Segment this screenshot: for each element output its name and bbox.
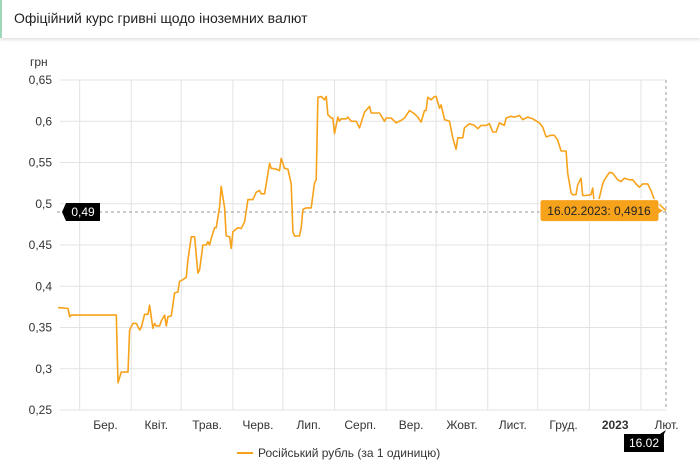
y-tick-label: 0,5 <box>35 197 52 211</box>
legend-swatch <box>237 452 253 454</box>
x-tick-label: Трав. <box>192 418 222 432</box>
x-tick-label: Лист. <box>499 418 527 432</box>
x-tick-label: Вер. <box>399 418 424 432</box>
y-axis: 0,25 0,3 0,35 0,4 0,45 0,5 0,55 0,6 0,65 <box>29 73 53 417</box>
x-tick-label: Груд. <box>549 418 577 432</box>
crosshair-y-label-bg <box>62 203 100 221</box>
x-tick-label: Лип. <box>296 418 320 432</box>
crosshair-x-label: 16.02 <box>629 436 659 450</box>
grid <box>60 79 666 411</box>
x-tick-label: Бер. <box>93 418 118 432</box>
legend-label: Російський рубль (за 1 одиницю) <box>258 446 441 460</box>
y-tick-label: 0,55 <box>29 156 53 170</box>
x-tick-label: Лют. <box>654 418 678 432</box>
series-line-rub[interactable] <box>58 95 667 384</box>
overlay: 0,49 16.02 16.02.2023: 0,4916 <box>62 199 666 452</box>
y-tick-label: 0,6 <box>35 114 52 128</box>
legend-item-rub[interactable]: Російський рубль (за 1 одиницю) <box>237 446 440 460</box>
page-title: Офіційний курс гривні щодо іноземних вал… <box>14 10 308 26</box>
y-tick-label: 0,25 <box>29 403 53 417</box>
tooltip-text: 16.02.2023: 0,4916 <box>547 204 651 218</box>
x-tick-label: Черв. <box>242 418 273 432</box>
y-tick-label: 0,4 <box>35 279 52 293</box>
x-tick-label: 2023 <box>602 418 629 432</box>
y-tick-label: 0,65 <box>29 73 53 87</box>
crosshair-y-label: 0,49 <box>71 205 95 219</box>
x-tick-label: Жовт. <box>446 418 477 432</box>
y-tick-label: 0,35 <box>29 321 53 335</box>
y-tick-label: 0,3 <box>35 362 52 376</box>
crosshair <box>57 80 667 410</box>
y-tick-label: 0,45 <box>29 238 53 252</box>
x-tick-label: Квіт. <box>145 418 169 432</box>
x-tick-label: Серп. <box>344 418 376 432</box>
page-header: Офіційний курс гривні щодо іноземних вал… <box>0 0 700 38</box>
x-axis: Бер. Квіт. Трав. Черв. Лип. Серп. Вер. Жовт. Лис… <box>93 418 678 432</box>
y-axis-title: грн <box>30 55 48 69</box>
tooltip-box <box>539 199 665 223</box>
crosshair-x-label-bg <box>624 430 666 452</box>
